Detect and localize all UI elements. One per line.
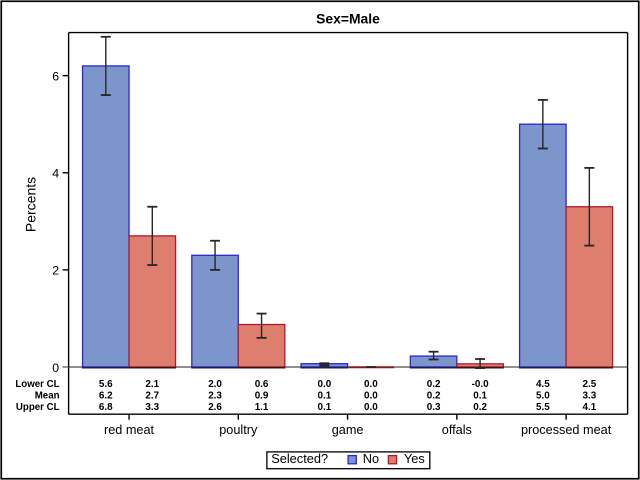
svg-text:2.6: 2.6: [208, 402, 222, 413]
svg-text:5.6: 5.6: [99, 379, 113, 390]
svg-text:1.1: 1.1: [255, 402, 269, 413]
svg-text:0.1: 0.1: [317, 391, 331, 402]
svg-text:4.5: 4.5: [536, 379, 550, 390]
svg-text:-0.0: -0.0: [472, 379, 490, 390]
svg-text:0.9: 0.9: [255, 391, 269, 402]
svg-text:0.2: 0.2: [473, 402, 487, 413]
svg-text:3.3: 3.3: [582, 391, 596, 402]
svg-text:red meat: red meat: [104, 423, 155, 437]
svg-text:Upper CL: Upper CL: [16, 402, 60, 413]
svg-text:Mean: Mean: [35, 391, 60, 402]
svg-text:Lower CL: Lower CL: [15, 379, 59, 390]
svg-text:5.0: 5.0: [536, 391, 550, 402]
svg-text:0.3: 0.3: [427, 402, 441, 413]
svg-text:0.1: 0.1: [473, 391, 487, 402]
svg-text:2.0: 2.0: [208, 379, 222, 390]
svg-text:0.0: 0.0: [364, 402, 378, 413]
svg-text:6: 6: [52, 69, 59, 83]
svg-text:Sex=Male: Sex=Male: [316, 11, 380, 27]
svg-text:No: No: [363, 451, 379, 466]
svg-text:5.5: 5.5: [536, 402, 550, 413]
svg-text:2.7: 2.7: [145, 391, 159, 402]
svg-text:0.2: 0.2: [427, 391, 441, 402]
svg-text:4.1: 4.1: [582, 402, 596, 413]
svg-text:3.3: 3.3: [145, 402, 159, 413]
svg-text:poultry: poultry: [219, 423, 258, 437]
svg-text:2: 2: [52, 264, 59, 278]
svg-text:processed meat: processed meat: [521, 423, 612, 437]
svg-text:0: 0: [52, 361, 59, 375]
svg-text:Percents: Percents: [23, 177, 39, 232]
svg-text:Yes: Yes: [404, 451, 425, 466]
svg-text:0.0: 0.0: [317, 379, 331, 390]
svg-text:Selected?: Selected?: [271, 451, 328, 466]
svg-text:0.0: 0.0: [364, 379, 378, 390]
svg-text:6.8: 6.8: [99, 402, 113, 413]
svg-text:2.5: 2.5: [582, 379, 596, 390]
svg-text:0.1: 0.1: [317, 402, 331, 413]
svg-text:0.0: 0.0: [364, 391, 378, 402]
svg-text:2.3: 2.3: [208, 391, 222, 402]
svg-text:offals: offals: [442, 423, 472, 437]
svg-text:4: 4: [52, 167, 59, 181]
svg-text:0.2: 0.2: [427, 379, 441, 390]
svg-text:2.1: 2.1: [145, 379, 159, 390]
svg-text:6.2: 6.2: [99, 391, 113, 402]
svg-text:game: game: [332, 423, 364, 437]
svg-text:0.6: 0.6: [255, 379, 269, 390]
